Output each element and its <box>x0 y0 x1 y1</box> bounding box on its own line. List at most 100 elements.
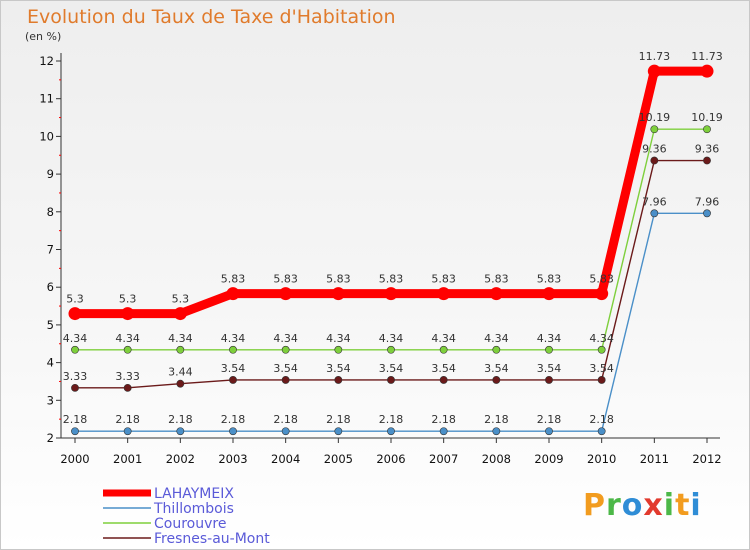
x-tick-label: 2009 <box>534 452 563 466</box>
y-tick-label: 7 <box>47 243 54 257</box>
data-label-courouvre: 4.34 <box>115 332 140 345</box>
y-tick-label: 12 <box>39 54 54 68</box>
data-label-courouvre: 4.34 <box>273 332 298 345</box>
data-label-courouvre: 4.34 <box>379 332 404 345</box>
data-point-lahaymeix <box>226 287 240 301</box>
y-tick-label: 6 <box>47 280 54 294</box>
data-label-fresnes-au-mont: 3.54 <box>484 362 509 375</box>
data-label-lahaymeix: 11.73 <box>639 50 671 63</box>
data-point-fresnes-au-mont <box>597 376 606 384</box>
data-point-fresnes-au-mont <box>176 379 185 388</box>
data-label-fresnes-au-mont: 3.54 <box>326 362 351 375</box>
data-label-thillombois: 2.18 <box>273 413 298 426</box>
x-tick-label: 2010 <box>587 452 616 466</box>
data-label-lahaymeix: 5.83 <box>431 273 456 286</box>
data-label-thillombois: 2.18 <box>537 413 562 426</box>
x-tick-label: 2005 <box>324 452 353 466</box>
data-point-fresnes-au-mont <box>387 376 395 384</box>
data-label-lahaymeix: 5.3 <box>172 293 190 306</box>
y-tick-label: 9 <box>47 167 54 181</box>
data-point-courouvre <box>545 345 553 354</box>
legend-label-courouvre: Courouvre <box>154 516 226 532</box>
data-point-lahaymeix <box>279 287 293 301</box>
data-label-lahaymeix: 5.83 <box>326 273 351 286</box>
data-label-thillombois: 2.18 <box>115 413 140 426</box>
data-label-fresnes-au-mont: 3.44 <box>168 366 193 379</box>
data-point-fresnes-au-mont <box>703 156 711 165</box>
data-label-thillombois: 2.18 <box>589 413 614 426</box>
data-label-fresnes-au-mont: 3.54 <box>537 362 562 375</box>
y-tick-label: 10 <box>39 129 54 143</box>
unit-label: (en %) <box>25 30 62 43</box>
data-point-courouvre <box>176 345 185 354</box>
legend-label-fresnes-au-mont: Fresnes-au-Mont <box>154 531 270 547</box>
data-label-thillombois: 2.18 <box>431 413 456 426</box>
x-tick-label: 2007 <box>429 452 458 466</box>
y-tick-label: 11 <box>39 92 54 106</box>
x-tick-label: 2000 <box>60 452 89 466</box>
x-tick-label: 2008 <box>482 452 511 466</box>
data-point-thillombois <box>123 427 132 436</box>
y-tick-label: 8 <box>47 205 54 219</box>
data-point-fresnes-au-mont <box>229 376 237 384</box>
data-point-lahaymeix <box>173 307 187 321</box>
data-label-thillombois: 2.18 <box>379 413 404 426</box>
legend-label-thillombois: Thillombois <box>153 501 234 517</box>
chart-title: Evolution du Taux de Taxe d'Habitation <box>27 6 396 28</box>
data-point-fresnes-au-mont <box>334 376 343 384</box>
data-label-lahaymeix: 5.83 <box>221 273 246 286</box>
logo-letter: x <box>643 488 664 523</box>
data-point-thillombois <box>439 427 448 436</box>
data-label-thillombois: 2.18 <box>221 413 246 426</box>
data-label-fresnes-au-mont: 3.54 <box>273 362 298 375</box>
axes: 2 3 4 5 6 7 8 9 10 11 12 2000 2001 2002 2003 2004 2005 20… <box>39 53 722 466</box>
data-point-fresnes-au-mont <box>492 376 501 384</box>
data-point-courouvre <box>387 345 395 354</box>
data-point-lahaymeix <box>437 287 451 301</box>
logo-letter: P <box>583 488 606 523</box>
data-point-thillombois <box>229 427 237 436</box>
data-point-thillombois <box>597 427 606 436</box>
proxiti-logo: Proxiti <box>583 488 702 523</box>
data-point-thillombois <box>176 427 185 436</box>
data-label-fresnes-au-mont: 3.54 <box>431 362 456 375</box>
data-point-lahaymeix <box>489 287 503 301</box>
data-point-thillombois <box>650 209 659 218</box>
data-label-lahaymeix: 5.3 <box>66 293 84 306</box>
logo-letter: r <box>606 488 622 523</box>
x-tick-label: 2012 <box>692 452 721 466</box>
data-label-lahaymeix: 5.83 <box>537 273 562 286</box>
data-point-courouvre <box>123 345 132 354</box>
data-label-lahaymeix: 5.3 <box>119 293 137 306</box>
data-point-lahaymeix <box>647 64 661 78</box>
data-point-fresnes-au-mont <box>439 376 448 384</box>
data-label-fresnes-au-mont: 9.36 <box>642 143 667 156</box>
x-tick-label: 2003 <box>218 452 247 466</box>
data-label-courouvre: 4.34 <box>63 332 88 345</box>
data-point-courouvre <box>597 345 606 354</box>
data-point-thillombois <box>281 427 290 436</box>
logo-letter: i <box>663 488 676 523</box>
data-label-courouvre: 4.34 <box>589 332 614 345</box>
data-label-fresnes-au-mont: 3.54 <box>589 362 614 375</box>
data-point-fresnes-au-mont <box>650 156 659 165</box>
data-point-fresnes-au-mont <box>123 383 132 392</box>
data-labels: 2.18 2.18 2.18 2.18 2.18 2.18 2.18 2.18 2.18 2.18… <box>63 50 723 426</box>
data-point-lahaymeix <box>68 307 82 321</box>
data-label-thillombois: 2.18 <box>63 413 88 426</box>
y-tick-label: 2 <box>47 431 54 445</box>
x-tick-label: 2011 <box>640 452 669 466</box>
y-tick-label: 3 <box>47 393 54 407</box>
x-tick-label: 2006 <box>376 452 405 466</box>
x-tick-label: 2001 <box>113 452 142 466</box>
data-point-thillombois <box>71 427 79 436</box>
data-point-courouvre <box>439 345 448 354</box>
data-point-courouvre <box>703 125 711 134</box>
x-tick-label: 2004 <box>271 452 300 466</box>
data-label-courouvre: 10.19 <box>639 111 671 124</box>
data-point-lahaymeix <box>595 287 609 301</box>
data-point-courouvre <box>229 345 237 354</box>
data-point-courouvre <box>71 345 79 354</box>
data-point-lahaymeix <box>331 287 345 301</box>
